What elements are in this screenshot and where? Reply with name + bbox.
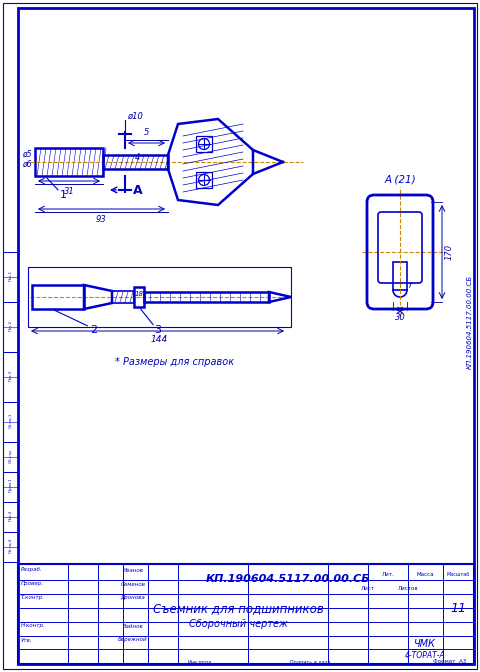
Text: 5: 5	[144, 128, 149, 137]
Text: Поз.4: Поз.4	[9, 509, 12, 521]
Text: Формат  А3: Формат А3	[433, 659, 467, 665]
Text: Разраб.: Разраб.	[21, 567, 43, 573]
Text: 93: 93	[96, 215, 107, 224]
Bar	[144, 292, 269, 302]
Text: 30: 30	[395, 313, 406, 322]
Text: Дронова: Дронова	[120, 595, 145, 601]
Bar	[112, 291, 134, 303]
Text: ЧМК: ЧМК	[414, 639, 436, 649]
Text: 3: 3	[155, 325, 161, 335]
Text: 18: 18	[134, 291, 144, 297]
Text: Бережной: Бережной	[118, 638, 148, 642]
Bar	[393, 262, 407, 290]
Text: Поз.2: Поз.2	[9, 319, 12, 331]
Bar	[3, 252, 18, 302]
Text: 11: 11	[450, 603, 466, 616]
Text: А (21): А (21)	[384, 175, 416, 185]
Bar	[32, 285, 84, 309]
Text: КП.190604.5117.00.00.СБ: КП.190604.5117.00.00.СБ	[467, 275, 473, 369]
Text: Инв.подл.: Инв.подл.	[187, 659, 213, 665]
Bar	[3, 472, 18, 502]
Text: Провер.: Провер.	[21, 581, 44, 587]
Text: 170: 170	[445, 244, 454, 260]
Text: Подпись и дата: Подпись и дата	[290, 659, 330, 665]
Text: Т.контр.: Т.контр.	[21, 595, 45, 601]
Text: 144: 144	[151, 335, 168, 344]
Text: Съемник для подшипников: Съемник для подшипников	[153, 603, 324, 616]
Bar	[103, 155, 168, 169]
Text: r: r	[409, 282, 412, 290]
Bar	[28, 267, 291, 327]
Text: A: A	[133, 183, 143, 196]
Text: 31: 31	[64, 187, 74, 196]
Text: * Размеры для справок: * Размеры для справок	[115, 357, 235, 367]
Text: Поз.3: Поз.3	[9, 370, 12, 380]
Text: Масса: Масса	[416, 571, 434, 577]
Text: Лист: Лист	[361, 585, 375, 591]
Text: Прим.1: Прим.1	[9, 478, 12, 493]
Text: Лит.: Лит.	[382, 571, 395, 577]
Text: 4-ТОРАТ-А: 4-ТОРАТ-А	[405, 651, 445, 661]
Bar	[3, 502, 18, 532]
Bar	[3, 442, 18, 472]
Bar	[134, 287, 144, 307]
Text: Об.стр.: Об.стр.	[9, 448, 12, 462]
Bar	[18, 564, 474, 664]
Text: Иванов: Иванов	[122, 567, 144, 573]
Text: КП.190604.5117.00.00.СБ: КП.190604.5117.00.00.СБ	[205, 574, 371, 584]
Text: 2: 2	[90, 325, 97, 335]
Bar	[3, 352, 18, 402]
Text: Сб.ед.1: Сб.ед.1	[9, 413, 12, 427]
Text: Утв.: Утв.	[21, 638, 33, 642]
Text: 1: 1	[60, 190, 67, 200]
Text: Семенов: Семенов	[120, 581, 145, 587]
Text: ø5: ø5	[22, 149, 32, 159]
Text: Сборочный чертеж: Сборочный чертеж	[189, 619, 288, 629]
Text: Поз.1: Поз.1	[9, 269, 12, 281]
Bar	[3, 402, 18, 442]
Text: Н.контр.: Н.контр.	[21, 624, 46, 628]
Text: 4: 4	[135, 153, 141, 163]
Bar	[196, 172, 212, 188]
Text: ø10: ø10	[127, 112, 143, 120]
Bar	[196, 136, 212, 152]
Bar	[3, 532, 18, 562]
Bar	[35, 148, 103, 176]
Text: Масштаб: Масштаб	[446, 571, 469, 577]
Text: ø6: ø6	[22, 159, 32, 169]
Text: Листов: Листов	[398, 585, 418, 591]
Bar	[3, 302, 18, 352]
Text: Сб.ед.4: Сб.ед.4	[9, 538, 12, 552]
Text: Зайнов: Зайнов	[122, 624, 144, 628]
